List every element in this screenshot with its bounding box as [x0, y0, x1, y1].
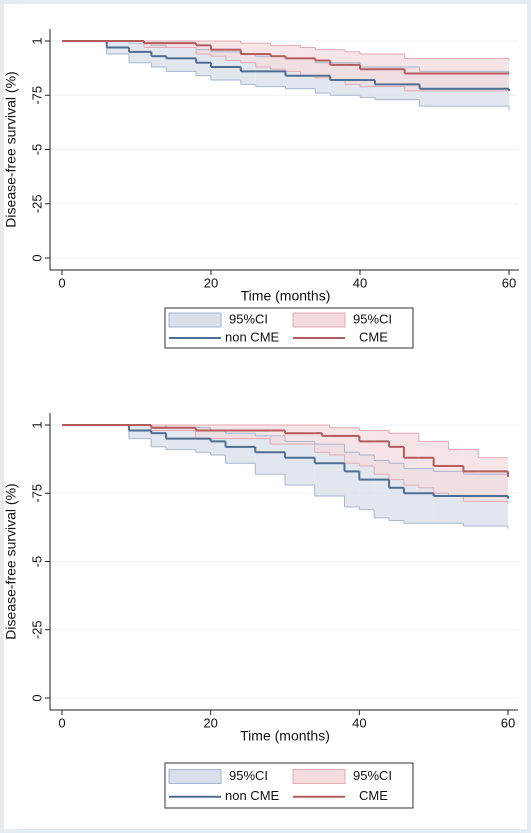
- x-tick-label: 20: [204, 275, 218, 290]
- ci-band: [389, 433, 404, 480]
- y-tick-label: -25: [29, 620, 44, 639]
- x-axis-label: Time (months): [241, 288, 331, 304]
- ci-band: [360, 54, 405, 87]
- x-tick-label: 60: [501, 715, 515, 730]
- legend-label: CME: [359, 329, 388, 344]
- ci-band: [314, 425, 323, 453]
- ci-band: [404, 58, 509, 91]
- ci-band: [129, 43, 152, 63]
- x-tick-label: 60: [502, 275, 516, 290]
- ci-band: [478, 457, 508, 502]
- legend-ci-label: 95%CI: [353, 768, 392, 783]
- y-tick-label: -5: [29, 556, 44, 568]
- y-tick-label: -25: [29, 194, 44, 213]
- legend-ci-swatch: [168, 312, 222, 328]
- y-tick-label: -5: [29, 144, 44, 156]
- ci-band: [359, 430, 375, 466]
- ci-band: [322, 425, 330, 453]
- y-axis-label: Disease-free survival (%): [3, 483, 19, 639]
- y-tick-label: 1: [29, 37, 44, 44]
- ci-band: [285, 425, 315, 445]
- ci-band: [166, 47, 197, 72]
- x-tick-label: 40: [352, 715, 366, 730]
- panel: [4, 4, 527, 829]
- ci-band: [270, 425, 285, 445]
- ci-band: [143, 41, 197, 48]
- legend-label: non CME: [225, 329, 280, 344]
- x-tick-label: 0: [58, 715, 65, 730]
- legend-label: non CME: [225, 788, 280, 803]
- legend-ci-label: 95%CI: [229, 311, 268, 326]
- ci-band: [196, 41, 211, 55]
- legend-ci-swatch: [292, 312, 346, 328]
- ci-band: [128, 425, 152, 439]
- y-tick-label: 0: [29, 254, 44, 261]
- ci-band: [374, 460, 390, 518]
- y-axis-label: Disease-free survival (%): [3, 71, 19, 227]
- ci-band: [225, 41, 241, 61]
- legend-ci-swatch: [168, 769, 222, 784]
- y-tick-label: -75: [29, 86, 44, 105]
- legend-ci-label: 95%CI: [353, 311, 392, 326]
- ci-band: [463, 449, 479, 502]
- ci-band: [433, 441, 449, 494]
- ci-band: [240, 43, 256, 63]
- ci-band: [345, 51, 360, 85]
- ci-band: [344, 427, 360, 464]
- legend-label: CME: [359, 788, 388, 803]
- ci-band: [344, 452, 360, 507]
- ci-band: [329, 427, 345, 456]
- ci-band: [315, 49, 331, 78]
- ci-band: [418, 441, 434, 488]
- x-tick-label: 0: [58, 275, 65, 290]
- ci-band: [270, 45, 286, 70]
- ci-band: [448, 449, 464, 496]
- ci-band: [374, 430, 390, 475]
- ci-band: [403, 433, 419, 486]
- ci-band: [359, 455, 375, 510]
- x-axis-label: Time (months): [240, 728, 330, 744]
- legend-ci-label: 95%CI: [229, 768, 268, 783]
- ci-band: [211, 41, 226, 57]
- legend-ci-swatch: [292, 769, 346, 784]
- ci-band: [300, 47, 316, 76]
- ci-band: [255, 43, 271, 68]
- x-tick-label: 40: [353, 275, 367, 290]
- y-tick-label: 1: [29, 421, 44, 428]
- x-tick-label: 20: [203, 715, 217, 730]
- y-tick-label: 0: [29, 694, 44, 701]
- ci-band: [285, 441, 315, 486]
- y-tick-label: -75: [29, 484, 44, 503]
- ci-band: [195, 425, 271, 439]
